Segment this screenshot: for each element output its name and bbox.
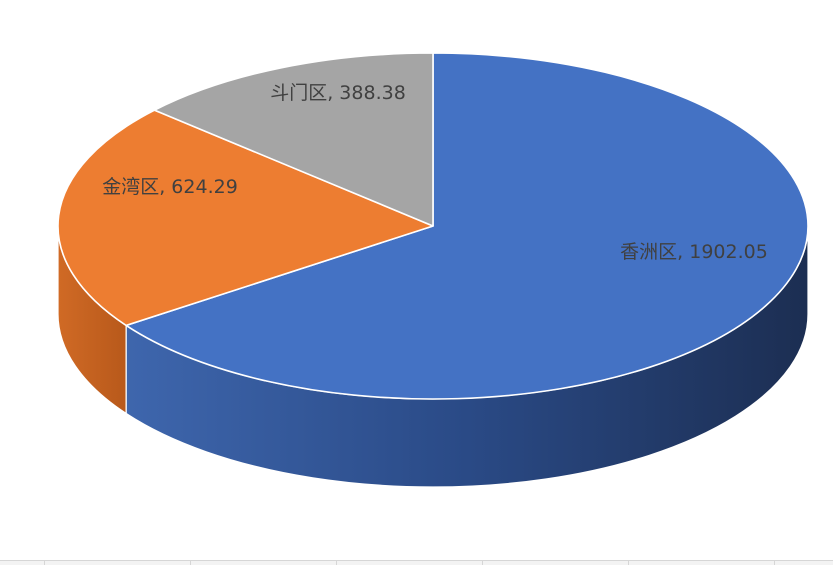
pie-slice-2 <box>57 109 434 327</box>
pie-slice-1 <box>125 52 809 400</box>
sheet-grid-strip <box>0 560 833 565</box>
slice-label-1: 香洲区, 1902.05 <box>620 241 768 263</box>
slice-label-3: 斗门区, 388.38 <box>270 82 406 104</box>
slice-label-2: 金湾区, 624.29 <box>102 176 238 198</box>
pie-slice-3 <box>153 52 434 227</box>
